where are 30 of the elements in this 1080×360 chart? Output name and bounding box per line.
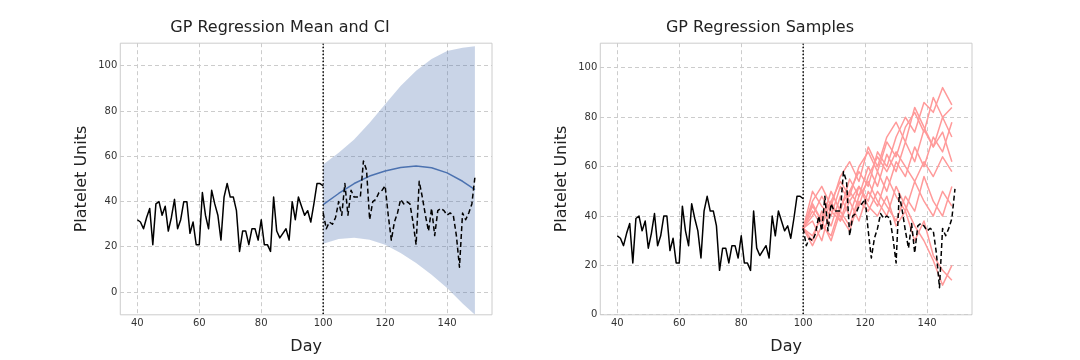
- y-tick-label: 100: [578, 61, 598, 73]
- y-tick-label: 80: [104, 104, 118, 116]
- y-tick-label: 80: [584, 110, 598, 122]
- y-axis-title: Platelet Units: [550, 125, 570, 233]
- y-tick-label: 40: [104, 195, 118, 207]
- x-tick-label: 80: [254, 317, 268, 329]
- x-tick-label: 100: [793, 317, 813, 329]
- x-tick-label: 40: [610, 317, 624, 329]
- x-tick-label: 120: [375, 317, 395, 329]
- x-tick-label: 80: [734, 317, 748, 329]
- y-axis-title: Platelet Units: [70, 125, 90, 233]
- y-tick-label: 20: [584, 259, 598, 271]
- y-tick-label: 40: [584, 209, 598, 221]
- x-tick-label: 100: [313, 317, 333, 329]
- x-tick-label: 140: [437, 317, 457, 329]
- x-tick-label: 140: [917, 317, 937, 329]
- x-axis-title: Day: [770, 335, 802, 355]
- x-tick-label: 120: [855, 317, 875, 329]
- y-tick-label: 0: [590, 308, 598, 320]
- chart-title: GP Regression Samples: [665, 16, 855, 36]
- x-tick-label: 40: [130, 317, 144, 329]
- x-tick-label: 60: [192, 317, 206, 329]
- x-axis-title: Day: [290, 335, 322, 355]
- y-tick-label: 100: [98, 59, 118, 71]
- y-tick-label: 0: [110, 285, 118, 297]
- y-tick-label: 60: [104, 149, 118, 161]
- chart-title: GP Regression Mean and CI: [170, 16, 390, 36]
- y-tick-label: 20: [104, 240, 118, 252]
- y-tick-label: 60: [584, 160, 598, 172]
- x-tick-label: 60: [672, 317, 686, 329]
